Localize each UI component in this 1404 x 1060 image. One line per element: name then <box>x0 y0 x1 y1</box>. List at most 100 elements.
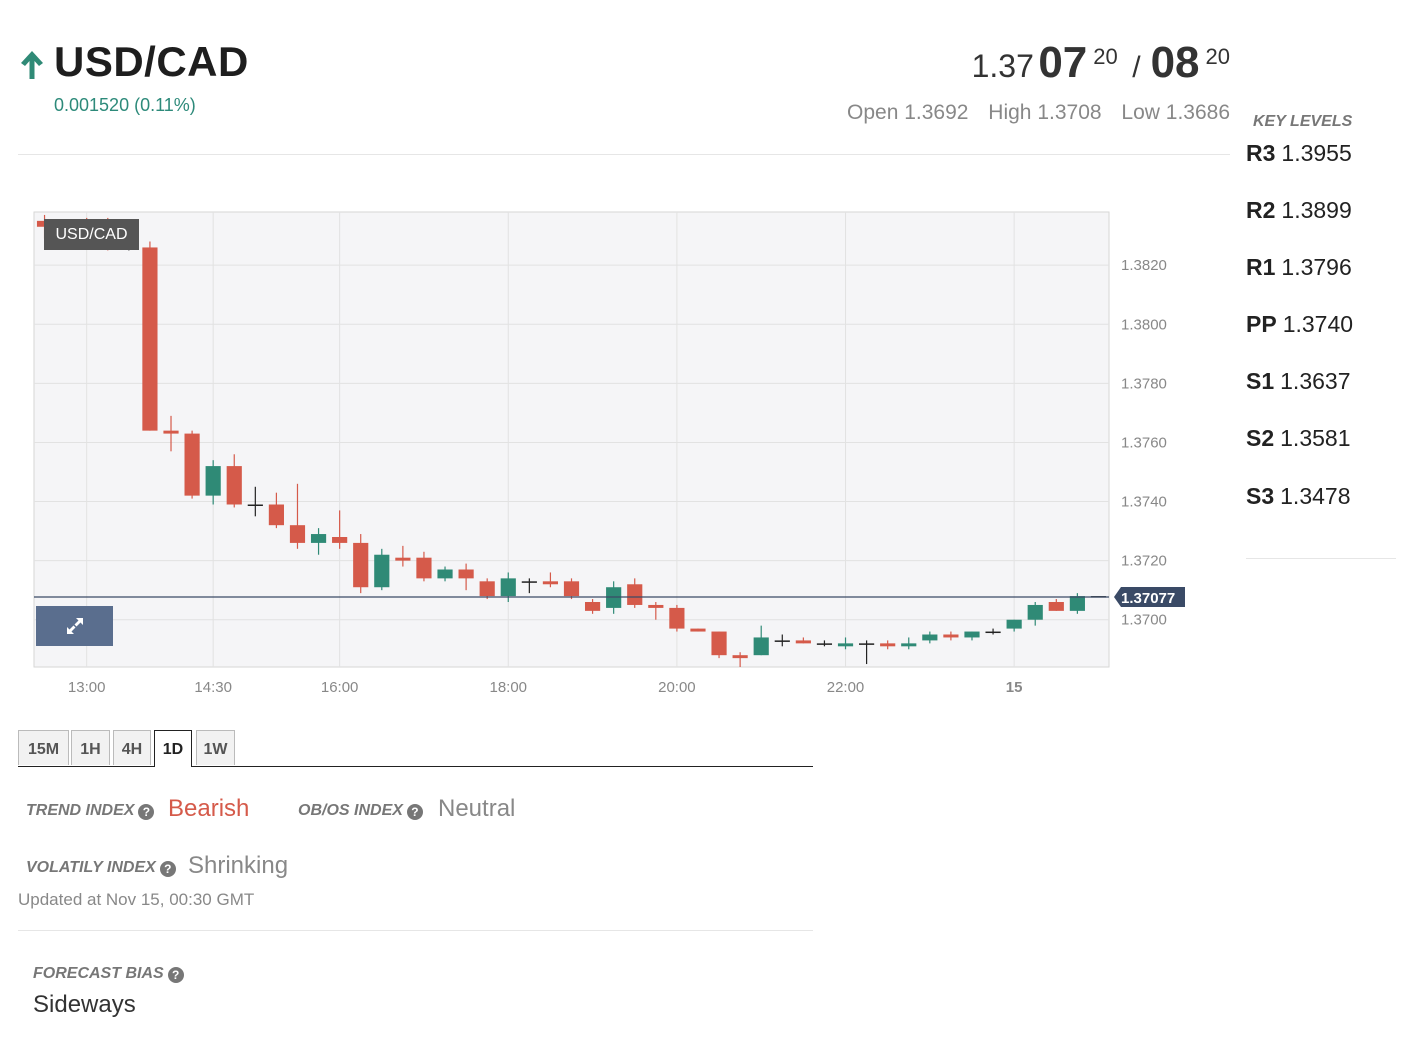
bid-prefix: 1.37 <box>971 48 1034 84</box>
price-change: 0.001520 (0.11%) <box>54 95 196 115</box>
candle-body <box>648 604 664 608</box>
candle-body <box>774 640 790 642</box>
candle-body <box>584 602 601 611</box>
forecast-bias-text: FORECAST BIAS <box>33 965 164 982</box>
candle-body <box>985 631 1001 634</box>
volatility-index-value: Shrinking <box>188 852 289 879</box>
candle-body <box>732 655 748 659</box>
candle-body <box>500 578 516 597</box>
series-label: USD/CAD <box>44 219 139 250</box>
level-pp: PP 1.3740 <box>1246 311 1353 338</box>
timeframe-tabs: 15M 1H 4H 1D 1W <box>18 730 813 767</box>
candle-body <box>142 247 158 431</box>
candle-body <box>1048 602 1064 611</box>
level-value: 1.3955 <box>1281 140 1352 166</box>
candle-body <box>205 466 221 496</box>
candle-body <box>184 433 200 496</box>
level-s1: S1 1.3637 <box>1246 368 1351 395</box>
candlestick-chart[interactable]: 1.3820 1.3800 1.3780 1.3760 1.3740 1.3720 1.37… <box>0 200 1200 705</box>
level-value: 1.3899 <box>1281 197 1352 223</box>
up-arrow-icon <box>21 51 43 79</box>
candle-body <box>226 466 242 505</box>
level-name: S3 <box>1246 483 1275 509</box>
candle-body <box>395 557 411 561</box>
ask-fraction: 20 <box>1205 44 1230 69</box>
x-tick-label: 20:00 <box>658 679 696 696</box>
level-r1: R1 1.3796 <box>1246 254 1352 281</box>
obos-index-text: OB/OS INDEX <box>298 802 403 819</box>
help-icon[interactable]: ? <box>159 861 176 877</box>
level-value: 1.3478 <box>1280 483 1351 509</box>
candle-body <box>795 640 811 644</box>
candle-body <box>690 628 706 632</box>
level-value: 1.3637 <box>1280 368 1351 394</box>
tab-15m[interactable]: 15M <box>18 730 69 765</box>
y-tick-label: 1.3700 <box>1121 612 1167 629</box>
candle-body <box>943 634 959 638</box>
candle-body <box>816 643 833 645</box>
candle-body <box>247 504 263 506</box>
candle-body <box>859 643 875 645</box>
level-name: S1 <box>1246 368 1275 394</box>
level-s2: S2 1.3581 <box>1246 425 1351 452</box>
candle-body <box>289 525 306 543</box>
candle-body <box>563 581 580 597</box>
candle-body <box>880 643 896 647</box>
x-tick-label: 22:00 <box>827 679 865 696</box>
level-name: R3 <box>1246 140 1276 166</box>
candle-body <box>416 557 432 579</box>
tab-4h[interactable]: 4H <box>113 730 151 765</box>
level-name: R1 <box>1246 254 1276 280</box>
bid-pips: 07 <box>1038 38 1088 87</box>
volatility-index-label: VOLATILY INDEX? <box>26 859 176 877</box>
section-divider <box>18 930 813 931</box>
candle-body <box>332 537 348 543</box>
tab-1h[interactable]: 1H <box>71 730 110 765</box>
forecast-bias-label: FORECAST BIAS? <box>33 965 184 983</box>
key-levels-divider <box>1246 558 1396 559</box>
trend-index-value: Bearish <box>168 795 250 822</box>
tab-1w[interactable]: 1W <box>196 730 235 765</box>
y-tick-label: 1.3760 <box>1121 434 1167 451</box>
candle-body <box>353 542 369 588</box>
obos-index-value: Neutral <box>438 795 516 822</box>
candle-body <box>711 631 727 656</box>
expand-chart-button[interactable] <box>36 606 113 646</box>
forecast-bias-value: Sideways <box>33 991 136 1018</box>
low-value: Low 1.3686 <box>1121 101 1230 124</box>
candle-body <box>1069 596 1085 611</box>
candle-body <box>753 637 769 656</box>
candle-body <box>901 643 917 647</box>
ask-pips: 08 <box>1150 38 1200 87</box>
x-tick-label: 13:00 <box>68 679 106 696</box>
x-tick-label: 16:00 <box>321 679 359 696</box>
expand-icon <box>66 618 83 634</box>
candle-body <box>521 581 537 583</box>
candle-body <box>437 569 453 579</box>
candle-body <box>669 607 685 629</box>
y-tick-label: 1.3740 <box>1121 494 1167 511</box>
candle-body <box>374 554 390 588</box>
x-tick-label: 15 <box>1006 679 1023 696</box>
level-value: 1.3740 <box>1282 311 1354 337</box>
candle-body <box>310 534 327 543</box>
level-s3: S3 1.3478 <box>1246 483 1351 510</box>
help-icon[interactable]: ? <box>138 804 155 820</box>
open-value: Open 1.3692 <box>847 101 969 124</box>
level-value: 1.3796 <box>1281 254 1352 280</box>
candle-body <box>922 634 938 641</box>
tab-1d[interactable]: 1D <box>154 730 192 767</box>
y-tick-label: 1.3720 <box>1121 553 1167 570</box>
y-tick-label: 1.3780 <box>1121 375 1167 392</box>
level-name: PP <box>1246 311 1277 337</box>
help-icon[interactable]: ? <box>406 804 423 820</box>
bid-ask-quote: 1.37 07 20 /08 20 <box>972 38 1230 88</box>
high-value: High 1.3708 <box>988 101 1102 124</box>
x-tick-label: 18:00 <box>489 679 527 696</box>
x-tick-label: 14:30 <box>194 679 232 696</box>
help-icon[interactable]: ? <box>167 967 184 983</box>
pair-title: USD/CAD <box>54 38 249 85</box>
key-levels-title: KEY LEVELS <box>1253 113 1353 130</box>
trend-index-label: TREND INDEX? <box>26 802 155 820</box>
candle-body <box>1027 604 1043 620</box>
